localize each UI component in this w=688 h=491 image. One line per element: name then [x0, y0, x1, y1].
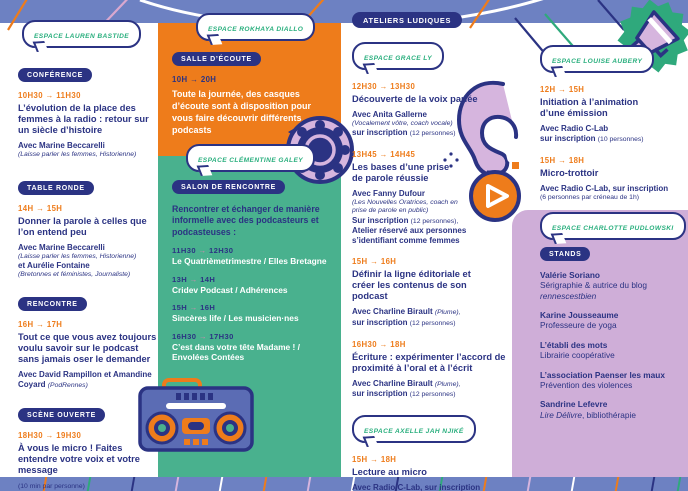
salon-slot: 13H → 14H Cridev Podcast / Adhérences [172, 275, 330, 296]
event-time: 12H → 15H [540, 85, 585, 94]
event-time: 10H → 20H [172, 75, 217, 84]
stand-item: Karine Jousseaume Professeure de yoga [540, 310, 619, 331]
event-time: 16H30 → 18H [352, 339, 406, 349]
event-time: 14H → 15H [18, 203, 63, 213]
event-time: 15H → 18H [352, 455, 397, 465]
espace-badge-label: ESPACE ROKHAYA DIALLO [208, 26, 304, 33]
salon-slot: 15H → 16H Sincères life / Les musicien·n… [172, 303, 330, 324]
event-time: 16H → 17H [18, 319, 63, 329]
espace-badge-label: ESPACE GRACE LY [364, 55, 433, 62]
salle-description: Toute la journée, des casques d’écoute s… [172, 89, 312, 135]
espace-badge: ESPACE CLÉMENTINE GALEY [186, 144, 316, 172]
stand-item: L’association Paenser les maux Préventio… [540, 369, 665, 390]
espace-badge: ESPACE LOUISE AUBERY [540, 45, 655, 73]
espace-badge: ESPACE CHARLOTTE PUDLOWSKI [540, 212, 686, 240]
event-title: Définir la ligne éditoriale et créer les… [352, 269, 471, 302]
event-time: 13H45 → 14H45 [352, 150, 416, 160]
workshop: 12H → 15H Initiation à l’animation d’une… [540, 85, 688, 144]
salon-slot-names: Le Quatrièmetrimestre / Elles Bretagne [172, 256, 327, 267]
event-speakers: Avec Marine Beccarelli (Laisse parler le… [18, 242, 137, 278]
section-type-pill: SCÈNE OUVERTE [18, 407, 105, 422]
event-title: L’évolution de la place des femmes à la … [18, 103, 149, 135]
event-title: Écriture : expérimenter l’accord de prox… [352, 351, 506, 373]
workshop: 13H45 → 14H45 Les bases d’une prise de p… [352, 150, 508, 245]
event-time: 12H30 → 13H30 [352, 82, 416, 91]
section-type-pill: SALON DE RENCONTRE [172, 180, 286, 194]
arrow-icon: → [189, 303, 198, 313]
event-speakers: Avec David Rampillon et Amandine Coyard … [18, 369, 152, 389]
section-type-pill: TABLE RONDE [18, 180, 94, 195]
event-title: Découverte de la voix parlée [352, 94, 478, 104]
footer-decorative-band [0, 477, 688, 491]
event-time: 18H30 → 19H30 [18, 430, 82, 440]
arrow-icon: → [198, 246, 207, 256]
espace-badge: ESPACE ROKHAYA DIALLO [196, 13, 316, 41]
espace-badge-label: ESPACE AXELLE JAH NJIKÉ [364, 428, 464, 436]
salon-intro: Rencontrer et échanger de manière inform… [172, 204, 320, 237]
event-title: Tout ce que vous avez toujours voulu sav… [18, 331, 157, 364]
rencontre-section: RENCONTRE 16H → 17H Tout ce que vous ave… [18, 293, 160, 390]
event-time: 15H → 16H [352, 257, 397, 267]
event-title: Micro-trottoir [540, 167, 599, 178]
salon-slot-names: Cridev Podcast / Adhérences [172, 284, 288, 295]
salon-slot-names: Sincères life / Les musicien·nes [172, 313, 299, 324]
arrow-icon: → [189, 274, 198, 284]
table-ronde-section: TABLE RONDE 14H → 15H Donner la parole à… [18, 177, 160, 279]
column-espace-louise-aubery: ESPACE LOUISE AUBERY 12H → 15H Initiatio… [540, 45, 688, 202]
event-time: 10H30 → 11H30 [18, 91, 81, 100]
column-espace-lauren-bastide: ESPACE LAUREN BASTIDE CONFÉRENCE 10H30 →… [18, 20, 160, 491]
event-title: Initiation à l’animation d’une émission [540, 97, 639, 118]
event-title: Les bases d’une prise de parole réussie [352, 162, 450, 184]
workshop: 15H → 18H Lecture au micro Avec Radio C-… [352, 455, 508, 491]
espace-badge-label: ESPACE CLÉMENTINE GALEY [198, 157, 304, 164]
espace-badge: ESPACE AXELLE JAH NJIKÉ [352, 415, 476, 444]
stand-item: L’établi des mots Librairie coopérative [540, 339, 615, 361]
event-title: Donner la parole à celles que l’on enten… [18, 215, 147, 237]
stand-item: Valérie Soriano Sérigraphie & autrice du… [540, 270, 648, 301]
event-title: À vous le micro ! Faites entendre votre … [18, 442, 140, 475]
section-type-pill: SALLE D’ÉCOUTE [172, 52, 261, 66]
section-type-pill: RENCONTRE [18, 296, 87, 311]
espace-badge-label: ESPACE CHARLOTTE PUDLOWSKI [552, 225, 674, 232]
workshop: 15H → 18H Micro-trottoir Avec Radio C-La… [540, 156, 688, 202]
conference-section: CONFÉRENCE 10H30 → 11H30 L’évolution de … [18, 64, 160, 159]
stands-content: STANDS Valérie Soriano Sérigraphie & aut… [540, 243, 686, 420]
workshop: 16H30 → 18H Écriture : expérimenter l’ac… [352, 340, 508, 400]
espace-badge: ESPACE LAUREN BASTIDE [22, 20, 142, 48]
ateliers-ludiques-header: ATELIERS LUDIQUES [352, 12, 463, 28]
scene-ouverte-section: SCÈNE OUVERTE 18H30 → 19H30 À vous le mi… [18, 404, 160, 491]
event-note: (10 min par personne) [18, 482, 85, 490]
workshop: 15H → 16H Définir la ligne éditoriale et… [352, 257, 508, 327]
event-time: 15H → 18H [540, 155, 585, 165]
event-speakers: Avec Marine Beccarelli (Laisse parler le… [18, 140, 137, 158]
arrow-icon: → [198, 331, 207, 341]
section-type-pill: STANDS [540, 247, 591, 261]
espace-badge: ESPACE GRACE LY [352, 42, 445, 70]
ateliers-ludiques-column: ATELIERS LUDIQUES ESPACE GRACE LY 12H30 … [352, 10, 508, 491]
salon-rencontre-content: SALON DE RENCONTRE Rencontrer et échange… [172, 176, 330, 363]
workshop: 12H30 → 13H30 Découverte de la voix parl… [352, 82, 508, 138]
espace-badge-label: ESPACE LAUREN BASTIDE [34, 33, 130, 40]
event-title: Lecture au micro [352, 467, 427, 478]
salle-ecoute-content: SALLE D’ÉCOUTE 10H → 20H Toute la journé… [172, 48, 330, 137]
salon-slot: 11H30 → 12H30 Le Quatrièmetrimestre / El… [172, 246, 330, 267]
stand-item: Sandrine Lefevre Lire Délivre, bibliothé… [540, 399, 636, 420]
espace-badge-label: ESPACE LOUISE AUBERY [552, 58, 643, 65]
salon-slot: 16H30 → 17H30 C’est dans votre tête Mada… [172, 332, 330, 363]
salon-slot-names: C’est dans votre tête Madame ! / Envolée… [172, 341, 300, 363]
section-type-pill: CONFÉRENCE [18, 68, 93, 82]
